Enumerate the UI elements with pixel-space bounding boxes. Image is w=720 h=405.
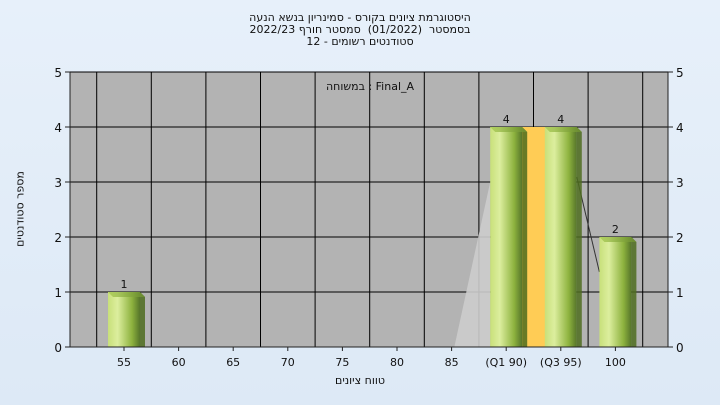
bar-top [108,292,145,297]
bar-top [490,127,528,132]
bar-side [576,127,582,347]
bar-side [522,127,528,347]
y-tick-label-left: 4 [54,121,62,135]
histogram-bar [599,237,632,347]
x-tick-label: 75 [335,356,349,369]
x-tick-label: 85 [445,356,459,369]
plot-annotation: במשוחה : Final_A [326,80,415,93]
x-tick-label: (Q3 95) [540,356,582,369]
x-axis-label: טווח ציונים [335,374,385,387]
bar-value-label: 1 [121,278,128,291]
histogram-bar [544,127,577,347]
histogram-bar [490,127,523,347]
y-tick-label-left: 1 [54,286,62,300]
bar-top [544,127,582,132]
y-tick-label-right: 4 [676,121,684,135]
x-tick-label: 55 [117,356,131,369]
histogram-bar [108,292,140,347]
y-axis-label: מספר סטודנטים [13,171,27,247]
x-tick-label: 60 [172,356,186,369]
y-tick-label-left: 3 [54,176,62,190]
y-tick-label-right: 1 [676,286,684,300]
x-tick-label: 80 [390,356,404,369]
distribution-shade [454,182,491,347]
chart-title-line-3: סטודנטים רשומים - 12 [306,35,414,48]
x-tick-label: (Q1 90) [485,356,527,369]
bar-value-label: 2 [612,223,619,236]
chart-title-line-2: בסמסטר (01/2022) סמסטר חורף 2022/23 [249,23,471,36]
y-tick-label-left: 5 [54,66,62,80]
x-tick-label: 65 [226,356,240,369]
x-tick-label: 100 [605,356,626,369]
y-tick-label-right: 3 [676,176,684,190]
bar-value-label: 4 [557,113,564,126]
bar-top [599,237,637,242]
y-tick-label-right: 2 [676,231,684,245]
bar-side [140,292,145,347]
x-tick-label: 70 [281,356,295,369]
y-tick-label-left: 0 [54,341,62,355]
bar-side [631,237,637,347]
y-tick-label-right: 5 [676,66,684,80]
chart-title-line-1: היסטוגרמת ציונים בקורס - סמינריון בנשא ה… [249,11,471,24]
y-tick-label-right: 0 [676,341,684,355]
bar-value-label: 4 [503,113,510,126]
y-tick-label-left: 2 [54,231,62,245]
